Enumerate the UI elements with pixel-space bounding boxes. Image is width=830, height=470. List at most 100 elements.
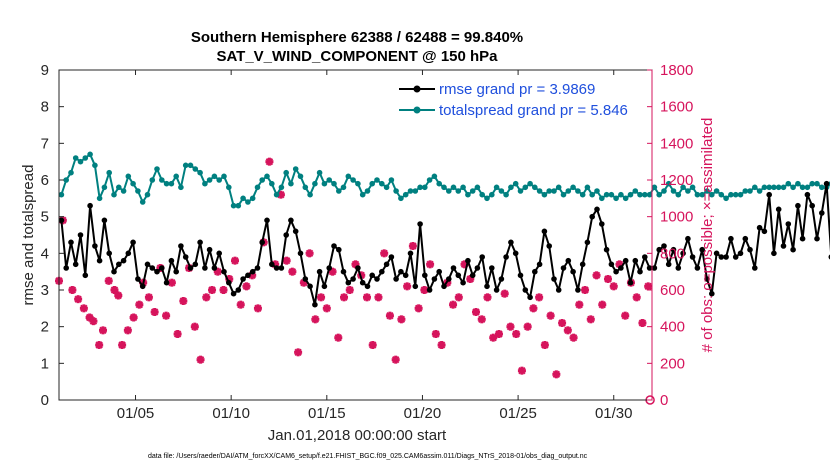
- rmse-point: [627, 279, 634, 286]
- obs-assimilated-point: [512, 330, 521, 338]
- rmse-point: [245, 272, 251, 279]
- rmse-point: [216, 250, 222, 257]
- rmse-point: [814, 235, 820, 242]
- totalspread-point: [484, 195, 490, 202]
- totalspread-point: [58, 191, 65, 198]
- rmse-point: [202, 265, 208, 271]
- rmse-point: [637, 268, 643, 275]
- rmse-point: [197, 239, 203, 246]
- rmse-point: [780, 243, 787, 249]
- totalspread-point: [689, 184, 696, 191]
- rmse-point: [278, 265, 285, 271]
- totalspread-point: [685, 188, 691, 194]
- y-right-tick-label: 800: [660, 245, 685, 262]
- totalspread-point: [450, 184, 457, 191]
- totalspread-point: [718, 191, 725, 198]
- obs-assimilated-point: [569, 333, 578, 342]
- totalspread-point: [670, 188, 677, 194]
- y-left-tick-label: 9: [41, 62, 49, 79]
- rmse-point: [474, 265, 481, 271]
- rmse-point: [723, 254, 729, 260]
- rmse-point: [412, 283, 419, 290]
- rmse-point: [665, 261, 672, 268]
- rmse-point: [101, 217, 108, 224]
- totalspread-point: [536, 188, 543, 194]
- rmse-point: [594, 206, 600, 213]
- totalspread-point: [465, 191, 471, 198]
- totalspread-point: [512, 180, 519, 187]
- obs-assimilated-point: [135, 300, 144, 309]
- rmse-point: [77, 232, 84, 238]
- x-tick-label: 01/15: [308, 405, 346, 422]
- rmse-point: [737, 250, 744, 257]
- totalspread-point: [326, 177, 333, 183]
- rmse-point: [58, 217, 65, 224]
- x-axis-label: Jan.01,2018 00:00:00 start: [268, 427, 447, 444]
- rmse-point: [512, 250, 519, 257]
- totalspread-point: [168, 180, 175, 187]
- rmse-point: [206, 246, 213, 253]
- totalspread-point: [541, 191, 548, 198]
- obs-assimilated-point: [380, 249, 389, 258]
- rmse-point: [379, 268, 385, 275]
- y-axis-left-label: rmse and totalspread: [20, 165, 37, 306]
- rmse-point: [369, 272, 376, 279]
- totalspread-point: [245, 199, 251, 205]
- totalspread-point: [359, 191, 366, 198]
- totalspread-point: [814, 180, 820, 187]
- totalspread-point: [292, 166, 299, 172]
- totalspread-point: [240, 195, 246, 202]
- totalspread-point: [206, 177, 213, 183]
- totalspread-point: [637, 191, 643, 198]
- rmse-point: [87, 202, 93, 209]
- totalspread-point: [627, 191, 634, 198]
- totalspread-point: [369, 180, 376, 187]
- rmse-point: [192, 261, 199, 268]
- obs-assimilated-point: [397, 315, 406, 324]
- totalspread-point: [503, 191, 509, 198]
- totalspread-point: [713, 188, 720, 194]
- obs-assimilated-point: [173, 330, 182, 338]
- totalspread-point: [795, 180, 801, 187]
- rmse-point: [771, 250, 777, 257]
- rmse-point: [809, 202, 815, 209]
- rmse-point: [398, 268, 404, 275]
- obs-assimilated-point: [236, 300, 245, 309]
- totalspread-point: [182, 162, 189, 169]
- totalspread-point: [436, 180, 443, 187]
- totalspread-point: [455, 188, 462, 194]
- obs-assimilated-point: [162, 311, 171, 320]
- rmse-point: [508, 239, 514, 246]
- totalspread-point: [163, 180, 170, 187]
- obs-assimilated-point: [114, 291, 123, 300]
- rmse-point: [312, 301, 318, 308]
- totalspread-point: [498, 188, 505, 194]
- rmse-point: [613, 268, 619, 275]
- totalspread-point: [355, 180, 361, 187]
- obs-assimilated-point: [454, 293, 463, 302]
- rmse-point: [135, 276, 141, 282]
- rmse-point: [522, 287, 529, 293]
- totalspread-point: [446, 188, 452, 194]
- chart-subtitle: SAT_V_WIND_COMPONENT @ 150 hPa: [216, 48, 498, 65]
- totalspread-point: [230, 202, 237, 209]
- rmse-point: [120, 257, 127, 264]
- rmse-point: [331, 243, 337, 249]
- obs-assimilated-point: [494, 330, 503, 338]
- obs-assimilated-point: [408, 242, 417, 250]
- totalspread-point: [72, 155, 79, 161]
- rmse-point: [718, 254, 725, 260]
- rmse-point: [273, 265, 280, 271]
- totalspread-point: [63, 177, 69, 183]
- rmse-point: [226, 279, 232, 286]
- totalspread-point: [379, 180, 385, 187]
- obs-assimilated-point: [110, 286, 119, 294]
- plot-area: [59, 70, 652, 400]
- totalspread-point: [575, 188, 581, 194]
- obs-assimilated-point: [575, 300, 584, 309]
- obs-assimilated-point: [230, 256, 239, 265]
- rmse-point: [680, 250, 686, 257]
- y-left-tick-label: 5: [41, 209, 49, 226]
- rmse-point: [230, 290, 237, 297]
- rmse-point: [775, 206, 782, 213]
